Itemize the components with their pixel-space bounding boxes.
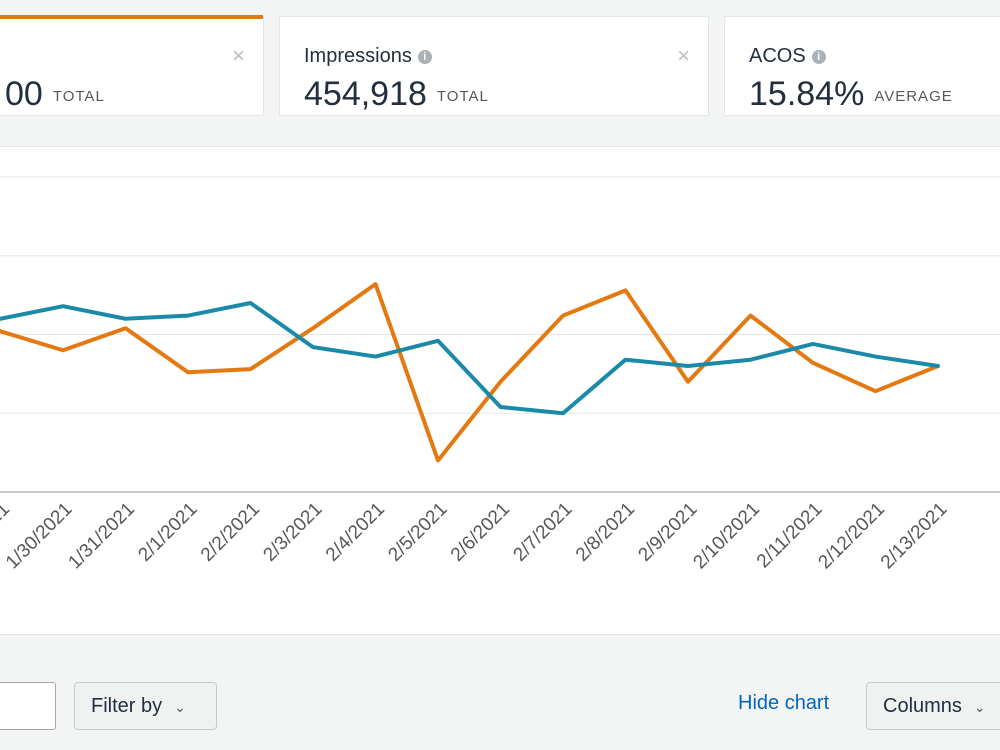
performance-line-chart: 1/28/20211/29/20211/30/20211/31/20212/1/…: [0, 176, 1000, 574]
x-tick-label: 2/5/2021: [384, 499, 451, 566]
metric-value: 15.84% AVERAGE: [749, 75, 953, 113]
x-tick-label: 2/8/2021: [572, 499, 639, 566]
x-tick-label: 2/11/2021: [753, 499, 827, 573]
search-input[interactable]: [0, 682, 56, 730]
x-tick-label: 2/7/2021: [509, 499, 576, 566]
x-tick-label: 2/1/2021: [134, 499, 201, 566]
close-icon[interactable]: ×: [232, 43, 245, 68]
x-tick-label: 2/2/2021: [197, 499, 264, 566]
metric-card-first[interactable]: × 00 TOTAL: [0, 15, 264, 116]
columns-button[interactable]: Columns ⌄: [866, 682, 1000, 730]
info-icon[interactable]: i: [417, 50, 432, 64]
metric-card-impressions[interactable]: Impressions i × 454,918 TOTAL: [279, 16, 709, 116]
metric-value: 454,918 TOTAL: [304, 75, 489, 113]
metric-card-acos[interactable]: ACOS i 15.84% AVERAGE: [724, 16, 1000, 116]
metric-title: ACOS i: [749, 45, 826, 68]
x-tick-label: 2/4/2021: [322, 499, 389, 566]
hide-chart-link[interactable]: Hide chart: [738, 692, 830, 714]
info-icon[interactable]: i: [811, 50, 826, 64]
x-tick-label: 2/3/2021: [259, 499, 326, 566]
chevron-down-icon: ⌄: [174, 699, 186, 715]
metric-value: 00 TOTAL: [5, 75, 105, 113]
close-icon[interactable]: ×: [677, 43, 690, 68]
x-tick-label: 2/10/2021: [689, 499, 764, 574]
performance-chart-panel: 1/28/20211/29/20211/30/20211/31/20212/1/…: [0, 146, 1000, 635]
x-tick-label: 1/30/2021: [2, 499, 77, 574]
metric-title: Impressions i: [304, 45, 432, 68]
series-line-0: [0, 282, 940, 463]
chevron-down-icon: ⌄: [973, 699, 986, 715]
x-tick-label: 2/6/2021: [447, 499, 514, 566]
x-tick-label: 2/13/2021: [877, 499, 952, 574]
x-tick-label: 1/31/2021: [64, 499, 139, 574]
x-tick-label: 2/12/2021: [814, 499, 889, 574]
series-line-1: [0, 301, 940, 416]
filter-by-button[interactable]: Filter by ⌄: [74, 682, 217, 730]
selected-metric-accent: [0, 15, 263, 19]
